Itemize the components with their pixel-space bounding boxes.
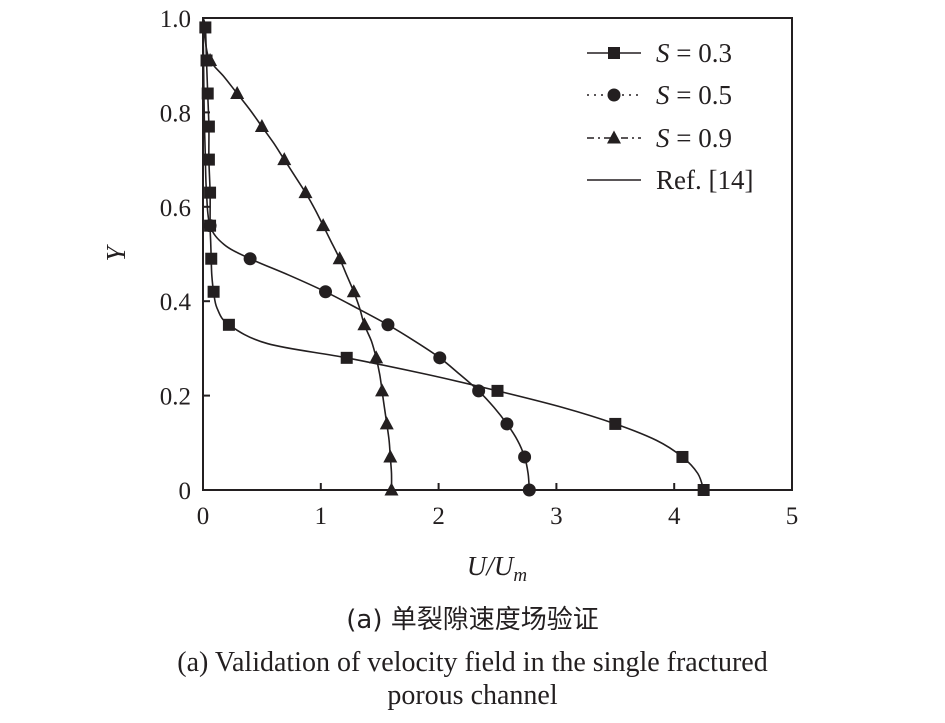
y-tick-label: 0.2 <box>160 384 191 411</box>
velocity-profile-chart: 0 1 2 3 4 500.20.40.60.81.0 U/Um Y S = 0.3S =… <box>101 6 799 586</box>
legend-label-reference: Ref. [14] <box>656 165 753 195</box>
legend: S = 0.3 S = 0.5 S = 0.9 Ref. [14] <box>587 38 753 195</box>
data-point-square <box>202 153 215 166</box>
data-point-circle <box>243 252 257 266</box>
caption-chinese: (a) 单裂隙速度场验证 <box>346 605 599 635</box>
x-tick-label: 4 <box>668 503 681 530</box>
data-point-circle <box>518 450 532 464</box>
data-point-triangle <box>379 416 394 430</box>
series-circle <box>203 219 536 497</box>
data-point-triangle <box>298 185 313 199</box>
legend-label: S = 0.9 <box>656 123 732 153</box>
legend-label: S = 0.5 <box>656 80 732 110</box>
x-tick-label: 0 <box>197 503 210 530</box>
data-point-triangle <box>346 284 361 298</box>
legend-marker-square <box>608 47 620 59</box>
reference-curves <box>202 17 705 491</box>
x-axis-title: U/Um <box>467 551 527 586</box>
data-point-triangle <box>203 52 218 66</box>
data-point-square <box>676 450 689 463</box>
y-tick-label: 0.4 <box>160 289 192 316</box>
data-point-square <box>204 186 217 199</box>
data-point-square <box>207 285 220 298</box>
data-point-square <box>609 417 622 430</box>
data-point-circle <box>203 219 217 233</box>
data-point-square <box>205 252 218 265</box>
data-point-square <box>199 21 212 34</box>
reference-curve <box>202 17 531 491</box>
caption-english-line-1: (a) Validation of velocity field in the … <box>177 647 768 678</box>
x-tick-label: 1 <box>315 503 328 530</box>
data-point-triangle <box>277 152 292 166</box>
data-point-triangle <box>357 317 372 331</box>
y-tick-label: 0.8 <box>160 100 191 127</box>
data-point-triangle <box>230 86 245 100</box>
data-point-triangle <box>332 251 347 265</box>
data-point-triangle <box>316 218 331 232</box>
legend-marker-triangle <box>607 130 621 144</box>
data-point-circle <box>472 384 486 398</box>
reference-curve <box>202 17 393 491</box>
axis-ticks: 0 1 2 3 4 5 0 0.2 0.4 0.6 0.8 1.0 <box>160 6 799 530</box>
reference-curve <box>202 17 705 491</box>
y-tick-label: 0.6 <box>160 195 191 222</box>
data-point-circle <box>433 351 447 365</box>
y-tick-label: 0 <box>179 478 192 505</box>
data-point-square <box>201 87 214 100</box>
data-point-circle <box>500 417 514 431</box>
data-point-square <box>340 351 353 364</box>
y-tick-label: 1.0 <box>160 6 191 33</box>
caption-english-line-2: porous channel <box>387 680 558 711</box>
data-point-triangle <box>383 449 398 463</box>
data-point-circle <box>381 318 395 332</box>
series-square <box>199 21 710 496</box>
x-tick-label: 3 <box>550 503 563 530</box>
data-point-square <box>491 384 504 397</box>
data-point-triangle <box>369 350 384 364</box>
series-triangle <box>203 52 399 496</box>
y-axis-title: Y <box>101 244 131 262</box>
data-point-triangle <box>375 383 390 397</box>
legend-marker-circle <box>607 88 621 102</box>
legend-label: S = 0.3 <box>656 38 732 68</box>
data-point-triangle <box>254 119 269 133</box>
x-axis-title-subscript: m <box>513 565 527 586</box>
data-point-circle <box>319 285 333 299</box>
data-series <box>199 21 710 497</box>
data-point-square <box>202 120 215 133</box>
plot-frame <box>202 17 793 491</box>
x-tick-label: 2 <box>432 503 445 530</box>
x-tick-label: 5 <box>786 503 799 530</box>
caption-english: (a) Validation of velocity field in the … <box>0 646 945 712</box>
data-point-square <box>222 318 235 331</box>
